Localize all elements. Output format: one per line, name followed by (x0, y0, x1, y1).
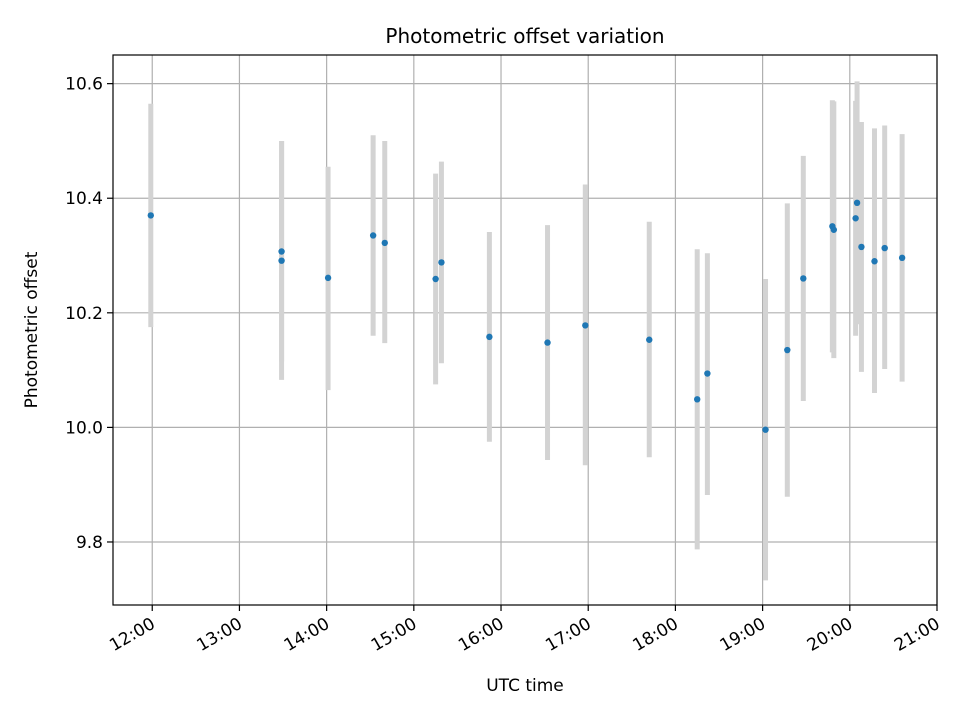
y-tick-label: 10.2 (65, 304, 103, 324)
data-point (871, 258, 878, 265)
data-point (582, 322, 589, 329)
plot-area-frame (112, 54, 938, 606)
data-point (278, 248, 285, 255)
y-tick-label: 10.4 (65, 189, 103, 209)
data-point (830, 226, 838, 233)
data-point (544, 339, 551, 346)
y-tick-label: 10.0 (65, 418, 103, 438)
data-point (694, 396, 701, 403)
data-point (784, 346, 791, 354)
data-point (278, 257, 285, 264)
data-points (147, 199, 906, 433)
x-axis-title: UTC time (486, 676, 564, 696)
data-point (486, 333, 493, 341)
y-tick-label: 9.8 (76, 533, 103, 553)
y-tick-label: 10.6 (65, 75, 103, 95)
data-point (898, 254, 906, 262)
grid (113, 55, 938, 605)
y-axis-title: Photometric offset (22, 251, 42, 408)
chart-title: Photometric offset variation (385, 24, 664, 48)
data-point (858, 243, 865, 251)
data-point (438, 259, 445, 266)
data-point (369, 232, 377, 239)
data-point (432, 275, 439, 283)
data-point (324, 274, 332, 282)
data-point (646, 336, 653, 343)
data-point (147, 212, 154, 219)
data-point (381, 239, 388, 247)
data-point (881, 244, 888, 252)
data-point (762, 426, 769, 433)
data-point (853, 199, 861, 207)
data-point (852, 215, 859, 222)
y-axis-ticks: 9.8 10.0 10.2 10.4 10.6 (65, 75, 113, 553)
data-point (800, 275, 807, 282)
data-point (704, 370, 711, 377)
